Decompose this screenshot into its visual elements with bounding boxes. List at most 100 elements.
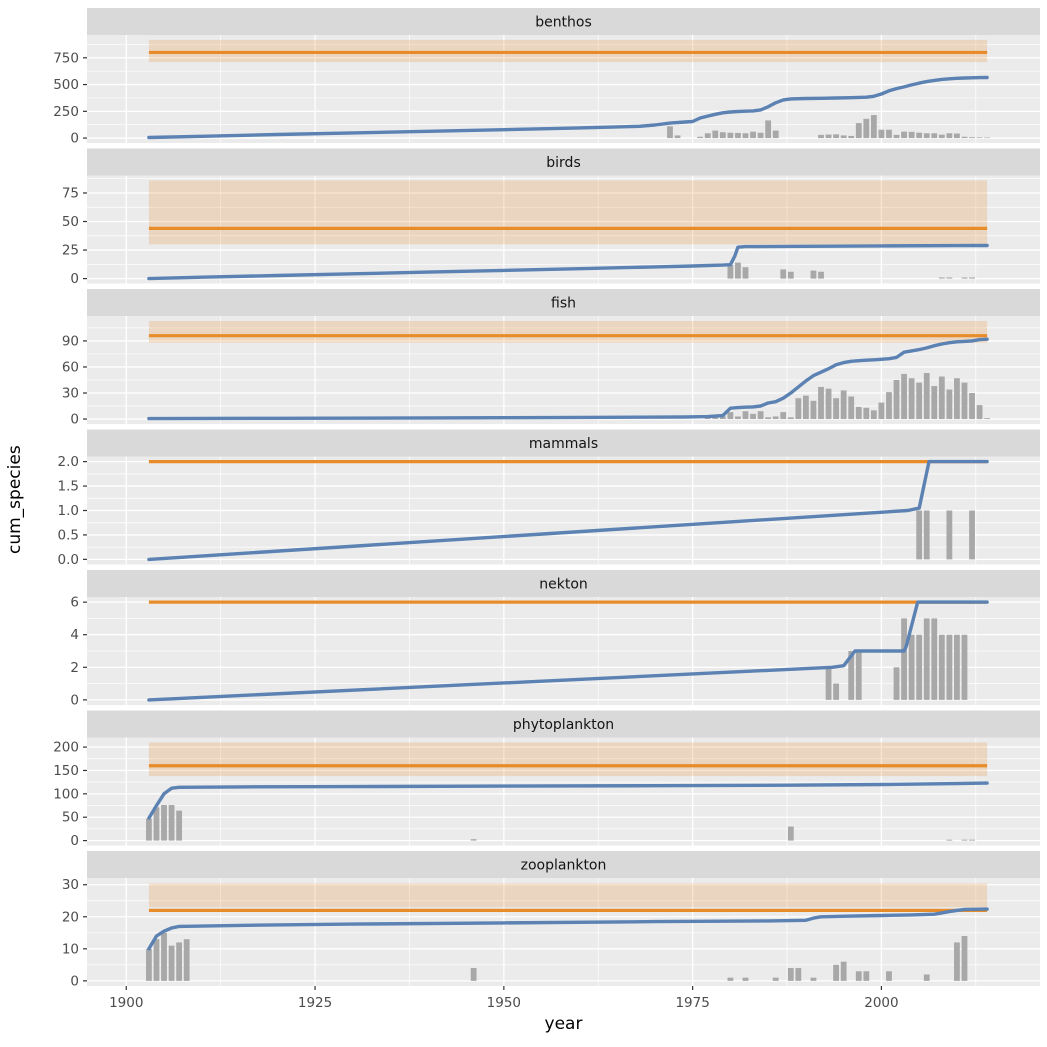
bar [780,412,787,420]
y-tick-label: 75 [62,185,79,201]
bar [750,131,756,139]
facet-strip-title: zooplankton [521,858,607,874]
bar [719,132,726,139]
y-axis-title: cum_species [5,445,25,555]
bar [901,618,907,700]
facet-strip-title: birds [546,155,580,171]
bar [923,510,930,560]
bar [765,417,772,420]
bar [848,651,855,700]
facet-strip [87,289,1040,316]
bar [772,130,779,139]
cum-species-line [147,907,989,951]
bar [901,373,907,420]
bar [923,618,930,700]
cum-species-line [147,459,989,562]
bar [969,137,975,139]
bar [938,134,945,139]
bar [931,618,938,700]
reference-band [148,320,988,343]
bar [176,810,183,841]
bar [870,410,877,420]
bar [961,136,968,139]
y-tick-label: 1.5 [58,479,79,495]
bar [742,133,749,139]
bar [727,412,734,420]
bar [168,945,175,981]
bar [878,402,885,420]
facet-mammals: mammals 0.0 0.5 1.0 1.5 2.0 [58,429,1040,568]
x-tick-label: 1975 [675,995,709,1011]
bar [946,133,953,139]
x-tick-label: 1950 [487,995,521,1011]
facet-strip [87,570,1040,597]
y-tick-label: 150 [53,763,79,779]
bar [818,134,824,139]
bar [727,132,734,139]
x-tick-label: 1900 [109,995,143,1011]
bar [954,378,960,420]
bar [840,961,847,981]
bar [984,137,991,139]
y-tick-label: 10 [62,941,79,957]
bar [976,405,983,420]
bar [735,416,741,420]
bar [825,667,832,700]
bar [727,977,734,981]
facet-zooplankton: zooplankton 0 10 20 30 1900 1925 1950 1975 2000 [62,851,1040,1011]
bar [878,129,885,139]
bar [916,132,923,139]
facet-strip-title: fish [551,296,576,312]
bar [757,411,764,420]
cum-species-line [147,75,989,140]
bar [848,135,855,139]
x-tick-label: 1925 [298,995,332,1011]
bar [923,974,930,981]
reference-band [148,742,988,777]
y-tick-label: 100 [53,786,79,802]
bar [168,805,175,841]
bar [961,936,968,981]
cum-species-line [147,600,989,702]
bar [961,839,968,841]
bar [886,971,892,981]
bar [833,134,840,139]
y-tick-label: 750 [53,50,79,66]
bar [470,968,477,981]
bar [931,133,938,139]
bar [938,277,945,279]
y-tick-label: 0 [70,692,79,708]
y-tick-label: 6 [70,595,79,611]
bar [908,378,915,420]
bar [787,417,794,420]
y-tick-label: 25 [62,243,79,259]
y-tick-label: 4 [70,627,79,643]
bar [161,932,167,981]
bar [840,390,847,420]
y-tick-label: 0 [70,412,79,428]
bar [969,393,975,420]
bar [810,977,817,981]
bar [969,839,975,841]
bar [795,968,802,981]
y-tick-label: 20 [62,909,79,925]
bar [787,968,794,981]
bar [735,132,741,139]
bar [146,948,152,981]
facet-strip [87,429,1040,457]
x-tick-label: 2000 [864,995,898,1011]
bar [697,136,704,139]
bar [916,382,923,420]
bar [470,839,477,841]
bar [153,939,160,981]
y-tick-label: 500 [53,77,79,93]
facet-strip [87,851,1040,878]
bar [855,971,862,981]
bar [840,135,847,139]
facet-fish: fish 0 30 60 90 [62,289,1040,428]
facet-phytoplankton: phytoplankton 0 50 100 150 200 [53,710,1040,849]
bar [674,135,681,139]
bar [961,277,968,279]
y-tick-label: 30 [62,877,79,893]
bar [923,373,930,420]
